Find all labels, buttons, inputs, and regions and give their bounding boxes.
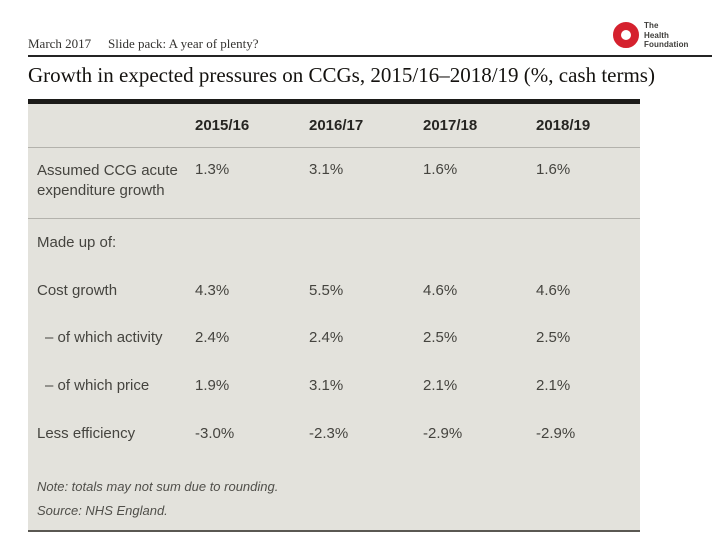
row-label: – of which price xyxy=(45,376,150,394)
table-row-of-which-price: – of which price 1.9% 3.1% 2.1% 2.1% xyxy=(28,361,640,409)
cell-value: 1.6% xyxy=(423,161,458,178)
meta-date: March 2017 xyxy=(28,36,92,51)
column-header-2015-16: 2015/16 xyxy=(195,117,250,134)
page-title: Growth in expected pressures on CCGs, 20… xyxy=(28,63,655,87)
column-header-2017-18: 2017/18 xyxy=(423,117,478,134)
cell-value: 2.4% xyxy=(195,329,230,346)
cell-value: 2.5% xyxy=(423,329,458,346)
note-text: Note: totals may not sum due to rounding… xyxy=(37,479,279,494)
table-row-assumed-growth: Assumed CCG acute expenditure growth 1.3… xyxy=(28,148,640,219)
pressures-table: 2015/16 2016/17 2017/18 2018/19 Assumed … xyxy=(28,99,640,532)
header-divider xyxy=(28,55,712,57)
cell-value: 4.6% xyxy=(536,281,571,299)
row-label: – of which activity xyxy=(45,329,163,346)
cell-value: 3.1% xyxy=(309,161,344,178)
row-label: Assumed CCG acute expenditure growth xyxy=(37,162,178,199)
table-source: Source: NHS England. xyxy=(28,497,640,530)
table-header-row: 2015/16 2016/17 2017/18 2018/19 xyxy=(28,104,640,148)
health-foundation-logo: The Health Foundation xyxy=(613,21,689,50)
logo-wordmark: The Health Foundation xyxy=(644,21,689,50)
row-label: Less efficiency xyxy=(37,424,136,442)
source-text: Source: NHS England. xyxy=(37,503,168,518)
column-header-2016-17: 2016/17 xyxy=(309,117,364,134)
cell-value: 3.1% xyxy=(309,376,344,394)
cell-value: 1.6% xyxy=(536,161,571,178)
cell-value: 1.3% xyxy=(195,161,230,178)
cell-value: 2.1% xyxy=(536,376,571,394)
cell-value: -2.9% xyxy=(536,424,576,442)
logo-ring-icon xyxy=(613,22,639,49)
table-row-of-which-activity: – of which activity 2.4% 2.4% 2.5% 2.5% xyxy=(28,314,640,361)
cell-value: 4.6% xyxy=(423,281,458,299)
column-header-2018-19: 2018/19 xyxy=(536,117,591,134)
cell-value: 2.5% xyxy=(536,329,571,346)
row-label: Made up of: xyxy=(37,234,117,251)
cell-value: 1.9% xyxy=(195,376,230,394)
table-row-cost-growth: Cost growth 4.3% 5.5% 4.6% 4.6% xyxy=(28,266,640,314)
table-row-less-efficiency: Less efficiency -3.0% -2.3% -2.9% -2.9% xyxy=(28,409,640,457)
table-note: Note: totals may not sum due to rounding… xyxy=(28,457,640,497)
cell-value: 4.3% xyxy=(195,281,230,299)
cell-value: 5.5% xyxy=(309,281,344,299)
logo-line-3: Foundation xyxy=(644,40,689,49)
cell-value: -2.3% xyxy=(309,424,349,442)
cell-value: -3.0% xyxy=(195,424,235,442)
cell-value: 2.4% xyxy=(309,329,344,346)
cell-value: 2.1% xyxy=(423,376,458,394)
cell-value: -2.9% xyxy=(423,424,463,442)
row-label: Cost growth xyxy=(37,281,118,299)
logo-line-1: The xyxy=(644,21,659,30)
table-row-made-up-of: Made up of: xyxy=(28,219,640,266)
logo-line-2: Health xyxy=(644,30,670,40)
meta-pack-name: Slide pack: A year of plenty? xyxy=(108,36,259,51)
